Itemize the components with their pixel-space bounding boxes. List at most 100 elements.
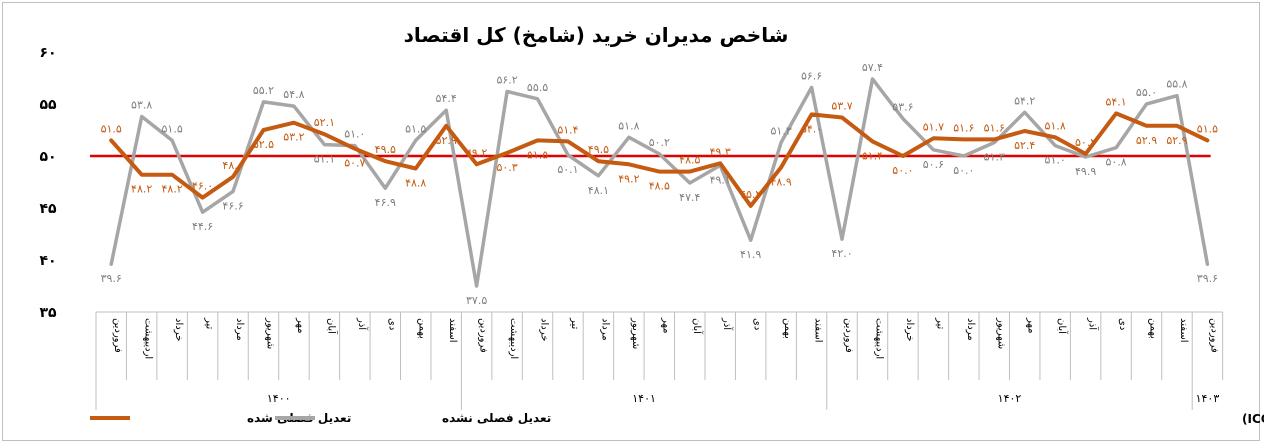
- data-label-unadjusted: ۴۸.۱: [588, 184, 609, 197]
- year-label: ۱۴۰۲: [998, 392, 1022, 405]
- data-label-unadjusted: ۴۶.۶: [222, 199, 243, 212]
- data-label-adjusted: ۵۱.۵: [527, 148, 548, 161]
- x-tick-label: فروردین: [112, 318, 123, 353]
- data-label-unadjusted: ۵۳.۶: [892, 101, 913, 114]
- data-label-unadjusted: ۵۱.۳: [984, 151, 1005, 164]
- x-tick-label: اسفند: [447, 318, 458, 342]
- x-tick-label: اردیبهشت: [508, 318, 519, 359]
- x-tick-label: بهمن: [1148, 318, 1159, 339]
- data-label-unadjusted: ۵۱.۵: [162, 122, 183, 135]
- data-label-adjusted: ۵۲.۹: [1166, 134, 1187, 147]
- data-label-adjusted: ۴۹.۵: [588, 143, 609, 156]
- y-tick-label: ۵۰: [39, 149, 56, 165]
- x-tick-label: آبان: [1056, 318, 1069, 335]
- x-tick-label: خرداد: [173, 318, 184, 341]
- x-tick-label: فروردین: [478, 318, 489, 353]
- x-tick-label: اسفند: [813, 318, 824, 342]
- data-label-adjusted: ۵۱.۴: [557, 123, 578, 136]
- x-tick-label: اسفند: [1178, 318, 1189, 342]
- y-tick-label: ۳۵: [39, 305, 57, 321]
- data-label-unadjusted: ۴۹.۱: [710, 173, 731, 186]
- x-tick-label: خرداد: [539, 318, 550, 341]
- data-label-adjusted: ۵۱.۵: [101, 122, 122, 135]
- x-tick-label: اردیبهشت: [873, 318, 884, 359]
- data-label-adjusted: ۵۱.۶: [953, 121, 974, 134]
- data-label-adjusted: ۵۱.۴: [862, 149, 883, 162]
- chart-title: شاخص مدیران خرید (شامخ) کل اقتصاد: [404, 23, 789, 47]
- data-label-unadjusted: ۵۵.۰: [1136, 86, 1157, 99]
- y-tick-label: ۴۰: [39, 253, 56, 269]
- data-label-adjusted: ۵۱.۵: [1197, 122, 1218, 135]
- x-tick-label: آبان: [325, 318, 338, 335]
- data-label-unadjusted: ۵۶.۲: [496, 74, 517, 87]
- data-label-unadjusted: ۴۶.۹: [375, 196, 396, 209]
- x-tick-label: خرداد: [904, 318, 915, 341]
- x-tick-label: مهر: [295, 317, 306, 333]
- data-label-adjusted: ۴۹.۲: [466, 146, 487, 159]
- x-axis: فروردین اردیبهشت خرداد تیر مرداد شهریور مهر آبا…: [95, 311, 1224, 410]
- x-tick-label: مهر: [660, 317, 671, 333]
- data-label-adjusted: ۴۸.۸: [405, 177, 426, 190]
- data-label-adjusted: ۵۲.۹: [436, 134, 457, 147]
- year-label: ۱۴۰۳: [1196, 392, 1220, 405]
- x-tick-label: بهمن: [782, 318, 793, 339]
- legend: تعدیل فصلی شده تعدیل فصلی نشده: [90, 411, 551, 425]
- x-tick-label: آذر: [356, 317, 369, 331]
- data-label-adjusted: ۵۰.۳: [496, 161, 517, 174]
- data-label-unadjusted: ۵۵.۲: [253, 84, 274, 97]
- y-tick-label: ۵۵: [39, 97, 57, 113]
- y-tick-label: ۴۵: [39, 201, 57, 217]
- x-tick-label: مرداد: [234, 318, 245, 341]
- data-label-unadjusted: ۴۱.۹: [740, 248, 761, 261]
- year-label: ۱۴۰۱: [632, 392, 656, 405]
- data-label-adjusted: ۵۱.۸: [1045, 119, 1066, 132]
- data-label-unadjusted: ۵۴.۴: [436, 92, 457, 105]
- data-label-unadjusted: ۵۴.۸: [283, 88, 304, 101]
- data-label-unadjusted: ۴۲.۰: [831, 247, 852, 260]
- data-label-adjusted: ۵۰.۰: [892, 164, 913, 177]
- data-label-adjusted: ۵۲.۱: [314, 116, 335, 129]
- data-label-unadjusted: ۵۳.۸: [131, 99, 152, 112]
- series-line-unadjusted: [109, 77, 1210, 288]
- series-line-adjusted: [109, 111, 1210, 208]
- data-label-unadjusted: ۴۴.۶: [192, 220, 213, 233]
- x-tick-label: مرداد: [599, 318, 610, 341]
- data-label-adjusted: ۵۳.۷: [831, 100, 852, 113]
- source-note: منبع: اتاق بازرگانی، صنایع، معادن و کشاو…: [1242, 412, 1264, 427]
- data-label-adjusted: ۴۸.۲: [162, 183, 183, 196]
- data-label-unadjusted: ۵۵.۵: [527, 81, 548, 94]
- x-tick-label: دی: [752, 318, 763, 330]
- data-label-unadjusted: ۴۹.۹: [1075, 165, 1096, 178]
- data-label-adjusted: ۵۱.۷: [923, 120, 944, 133]
- data-label-unadjusted: ۵۰.۸: [1105, 156, 1126, 169]
- data-label-unadjusted: ۵۴.۲: [1014, 94, 1035, 107]
- data-label-adjusted: ۵۰.۲: [1075, 136, 1096, 149]
- data-label-unadjusted: ۵۰.۶: [923, 158, 944, 171]
- data-label-adjusted: ۵۳.۲: [283, 131, 304, 144]
- data-label-adjusted: ۵۱.۶: [984, 121, 1005, 134]
- x-tick-label: بهمن: [417, 318, 428, 339]
- data-label-adjusted: ۴۸.۰: [222, 159, 243, 172]
- data-label-adjusted: ۵۲.۴: [1014, 139, 1035, 152]
- x-tick-label: دی: [1117, 318, 1128, 330]
- data-label-unadjusted: ۴۷.۴: [679, 191, 700, 204]
- data-label-unadjusted: ۵۶.۶: [801, 69, 822, 82]
- data-label-unadjusted: ۵۱.۸: [618, 119, 639, 132]
- data-label-adjusted: ۴۹.۵: [375, 143, 396, 156]
- y-axis: ۳۵ ۴۰ ۴۵ ۵۰ ۵۵ ۶۰: [39, 45, 57, 321]
- x-tick-label: مهر: [1026, 317, 1037, 333]
- legend-label-unadjusted: تعدیل فصلی نشده: [442, 411, 551, 425]
- x-tick-label: آبان: [691, 318, 704, 335]
- x-tick-label: آذر: [721, 317, 734, 331]
- data-label-adjusted: ۴۹.۲: [618, 172, 639, 185]
- year-label: ۱۴۰۰: [267, 392, 291, 405]
- x-tick-label: شهریور: [995, 317, 1006, 349]
- x-tick-label: فروردین: [843, 318, 854, 353]
- data-label-unadjusted: ۵۰.۱: [557, 163, 578, 176]
- data-label-unadjusted: ۵۱.۱: [314, 153, 335, 166]
- data-label-unadjusted: ۵۱.۳: [771, 125, 792, 138]
- data-labels: ۵۱.۵ ۴۸.۲ ۴۸.۲ ۴۶.۰ ۴۸.۰ ۵۲.۵ ۵۳.۲ ۵۲.۱ ۵۰.۷ ۴۹.۵…: [101, 61, 1219, 307]
- data-label-unadjusted: ۵۱.۵: [405, 122, 426, 135]
